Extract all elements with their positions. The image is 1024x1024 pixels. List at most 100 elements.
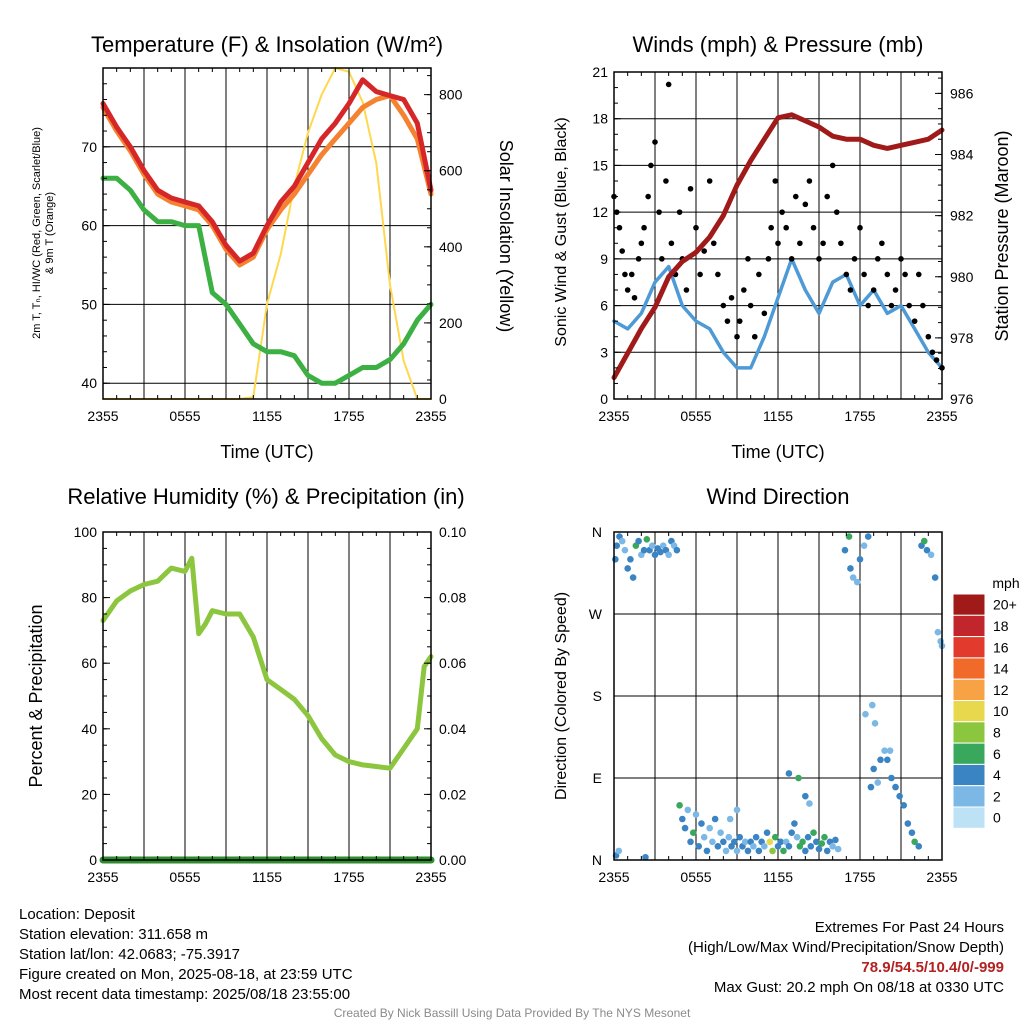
wind-direction-point — [741, 838, 749, 846]
colorbar-label: 8 — [993, 724, 1001, 740]
gust-point — [792, 193, 799, 200]
extremes-subtitle: (High/Low/Max Wind/Precipitation/Snow De… — [688, 939, 1004, 956]
gust-point — [820, 240, 826, 247]
gust-point — [663, 178, 669, 184]
gust-point — [802, 201, 809, 208]
wind-direction-point — [722, 847, 730, 855]
gust-point — [783, 224, 789, 231]
gust-point — [829, 162, 836, 169]
wind-direction-point — [804, 833, 812, 841]
colorbar-title: mph — [992, 575, 1019, 591]
colorbar-swatch — [952, 785, 986, 808]
x-tick-label: 2355 — [87, 408, 118, 424]
wind-direction-point — [908, 829, 916, 836]
gust-point — [765, 256, 772, 262]
x-tick-label: 1755 — [333, 408, 364, 424]
x-tick-label: 1755 — [844, 869, 875, 885]
y-tick-label: 6 — [600, 298, 608, 314]
gust-point — [761, 310, 768, 317]
colorbar-swatch — [952, 806, 986, 829]
x-tick-label: 2355 — [87, 869, 118, 885]
gust-point — [715, 271, 721, 278]
wind-direction-point — [892, 783, 899, 791]
wind-direction-point — [862, 710, 869, 718]
wind-direction-point — [841, 546, 849, 554]
gust-point — [710, 240, 717, 247]
y-tick-label: 3 — [600, 344, 608, 360]
wind-direction-point — [915, 843, 923, 850]
gust-point — [628, 271, 635, 278]
max-gust: Max Gust: 20.2 mph On 08/18 at 0330 UTC — [713, 979, 1004, 996]
colorbar-swatch — [952, 763, 986, 787]
gust-point — [683, 287, 690, 293]
wind-direction-point — [744, 847, 752, 855]
temperature-y-label-1: 2m T, Tₙ, HI/WC (Red, Green, Scarlet/Blu… — [31, 127, 43, 339]
gust-point — [772, 178, 779, 184]
gust-point — [888, 302, 895, 309]
gust-point — [665, 81, 672, 88]
wind-direction-point — [769, 847, 776, 855]
y-tick-label: 12 — [592, 204, 608, 220]
gust-point — [641, 224, 647, 231]
wind-direction-point — [821, 833, 828, 841]
humidity-y-label: Percent & Precipitation — [26, 604, 46, 787]
wind-direction-point — [635, 537, 642, 545]
gust-point — [659, 256, 665, 262]
winds-x-label: Time (UTC) — [731, 442, 824, 462]
x-tick-label: 1155 — [252, 869, 282, 885]
temperature-x-label: Time (UTC) — [220, 442, 313, 462]
wind-direction-point — [700, 833, 708, 841]
colorbar-label: 14 — [993, 661, 1009, 677]
y-tick-label: 40 — [81, 375, 97, 391]
gust-point — [756, 271, 762, 278]
colorbar-swatch — [952, 721, 986, 744]
y-tick-label: 50 — [81, 296, 97, 312]
y2-tick-label: 976 — [950, 391, 974, 407]
wind-direction-point — [665, 551, 672, 559]
direction-tick-label: N — [592, 852, 602, 868]
x-tick-label: 0555 — [169, 869, 200, 885]
wind-direction-point — [934, 628, 942, 636]
wind-direction-point — [911, 838, 918, 846]
gust-point — [676, 209, 683, 215]
gust-point — [619, 248, 625, 254]
wind-direction-point — [923, 546, 931, 554]
y2-tick-label: 984 — [950, 147, 974, 163]
gust-point — [911, 318, 918, 324]
wind-direction-point — [864, 533, 872, 540]
y2-tick-label: 982 — [950, 208, 974, 224]
y-tick-label: 0 — [600, 391, 608, 407]
gust-point — [736, 318, 743, 324]
wind-direction-point — [802, 792, 809, 800]
wind-direction-point — [829, 843, 836, 850]
wind-direction-point — [904, 820, 912, 827]
wind-direction-point — [640, 546, 648, 554]
wind-direction-point — [720, 838, 727, 846]
x-tick-label: 2355 — [415, 869, 446, 885]
gust-point — [824, 193, 830, 200]
x-tick-label: 1155 — [252, 408, 282, 424]
gust-point — [847, 287, 854, 293]
colorbar-label: 0 — [993, 810, 1001, 826]
gust-point — [870, 287, 877, 293]
gust-point — [768, 224, 774, 231]
wind-direction-point — [807, 843, 815, 850]
wind-direction-point — [900, 802, 908, 809]
temp-2m-line — [100, 77, 434, 264]
wind-direction-point — [627, 556, 634, 563]
wind-direction-point — [752, 833, 760, 841]
extremes-values: 78.9/54.5/10.4/0/-999 — [861, 959, 1004, 976]
y2-tick-label: 0.00 — [439, 852, 466, 868]
gust-point — [635, 256, 642, 262]
gust-point — [874, 256, 881, 262]
y2-tick-label: 800 — [439, 87, 463, 103]
gust-point — [925, 333, 932, 340]
winds-y-label: Sonic Wind & Gust (Blue, Black) — [553, 117, 570, 346]
wind-direction-point — [795, 774, 802, 782]
gust-point — [728, 294, 735, 301]
y-tick-label: 15 — [592, 157, 608, 173]
x-tick-label: 0555 — [680, 408, 711, 424]
wind-direction-point — [676, 802, 683, 809]
y-tick-label: 80 — [81, 590, 97, 606]
